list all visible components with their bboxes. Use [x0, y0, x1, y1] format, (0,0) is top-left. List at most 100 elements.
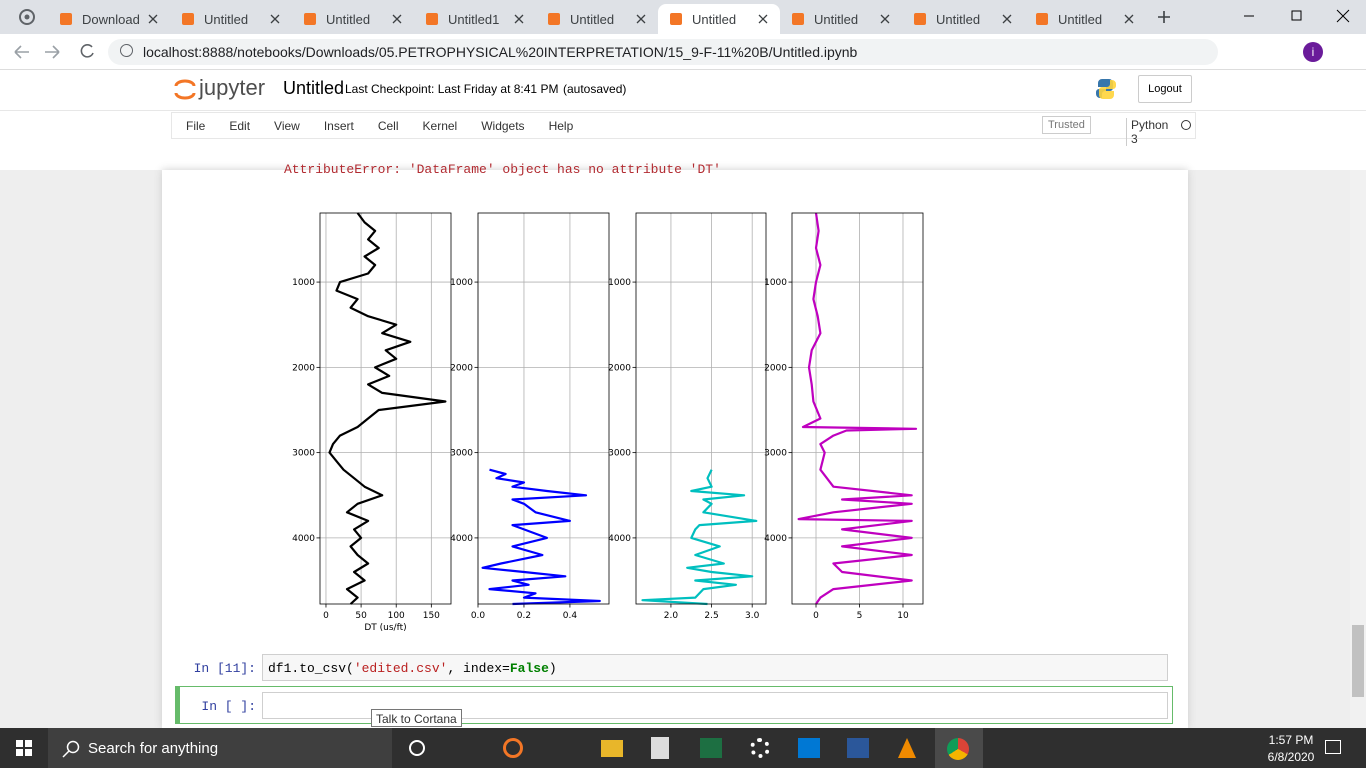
app-icon[interactable]: [700, 738, 722, 758]
tab-title: Untitled: [814, 12, 859, 27]
x-tick-label: 100: [388, 611, 405, 621]
logout-button[interactable]: Logout: [1138, 75, 1192, 103]
taskbar-apps: [405, 728, 1005, 768]
code-string: 'edited.csv': [353, 661, 448, 676]
tab-icon: [60, 13, 72, 25]
tab-close[interactable]: [758, 14, 768, 24]
x-tick-label: 0: [813, 611, 819, 621]
tab-close[interactable]: [636, 14, 646, 24]
chrome-app[interactable]: [947, 738, 969, 760]
tab[interactable]: Untitled: [658, 4, 780, 34]
x-tick-label: 0.2: [517, 611, 531, 621]
log-curve: [481, 468, 601, 606]
selected-cell[interactable]: [175, 686, 1173, 724]
menu-item[interactable]: Kernel: [422, 119, 458, 133]
info-icon: [120, 44, 133, 57]
y-tick-label: 1000: [292, 278, 315, 288]
app-icon[interactable]: [798, 738, 820, 758]
app-icon[interactable]: [601, 740, 623, 757]
menu-item[interactable]: File: [186, 119, 206, 133]
app-icon[interactable]: [750, 738, 770, 758]
x-tick-label: 0.4: [563, 611, 578, 621]
kernel-indicator: [1181, 120, 1191, 130]
kernel-name: Python 3: [1126, 118, 1171, 146]
tab-title: Untitled: [570, 12, 615, 27]
tab-close[interactable]: [1124, 14, 1134, 24]
notebook-name[interactable]: Untitled: [283, 78, 345, 98]
code-cell[interactable]: df1.to_csv('edited.csv', index=False): [262, 654, 1168, 681]
scroll-thumb[interactable]: [1352, 625, 1364, 697]
chrome-icon: [19, 9, 35, 25]
log-curve: [328, 212, 447, 605]
python-logo: [1096, 79, 1116, 99]
tab-icon: [914, 13, 926, 25]
x-tick-label: 50: [355, 611, 367, 621]
y-tick-label: 1000: [608, 278, 631, 288]
cortana[interactable]: [409, 740, 425, 756]
menu-item[interactable]: Edit: [229, 119, 251, 133]
tab[interactable]: Untitled: [170, 4, 292, 34]
tab[interactable]: Untitled: [292, 4, 414, 34]
x-tick-label: 3.0: [745, 611, 760, 621]
tab[interactable]: Untitled: [536, 4, 658, 34]
app-icon[interactable]: [847, 738, 869, 758]
tab[interactable]: Untitled1: [414, 4, 536, 34]
menu-item[interactable]: View: [274, 119, 300, 133]
tab-icon: [792, 13, 804, 25]
new-tab[interactable]: [1156, 9, 1172, 25]
tab[interactable]: Download: [48, 4, 170, 34]
jupyter-header: jupyter Untitled Last Checkpoint: Last F…: [0, 70, 1366, 236]
code: , index=: [447, 661, 510, 676]
window-controls[interactable]: [1240, 8, 1360, 24]
notifications[interactable]: [1325, 740, 1341, 754]
omnibox[interactable]: localhost:8888/notebooks/Downloads/05.PE…: [108, 39, 1218, 65]
search-box[interactable]: Search for anything: [48, 728, 392, 768]
tab-title: Download: [82, 12, 140, 27]
taskbar: Search for anything 1:57 PM 6/8/2020: [0, 728, 1366, 768]
plot-frame: [791, 212, 924, 605]
tab-title: Untitled: [204, 12, 249, 27]
tab-close[interactable]: [392, 14, 402, 24]
menu-item[interactable]: Insert: [323, 119, 354, 133]
tab-close[interactable]: [880, 14, 890, 24]
y-tick-label: 1000: [764, 278, 787, 288]
scrollbar[interactable]: [1350, 170, 1366, 728]
tab-title: Untitled1: [448, 12, 500, 27]
tab-title: Untitled: [326, 12, 371, 27]
tab-title: Untitled: [692, 12, 737, 27]
plot-frame: [477, 212, 610, 605]
tab[interactable]: Untitled: [902, 4, 1024, 34]
tab-close[interactable]: [148, 14, 158, 24]
app-icon[interactable]: [898, 738, 916, 758]
plot-frame: [319, 212, 452, 605]
tab-icon: [1036, 13, 1048, 25]
trusted[interactable]: Trusted: [1042, 116, 1091, 134]
start-button[interactable]: [16, 740, 32, 756]
app-icon[interactable]: [651, 737, 669, 759]
nav-buttons[interactable]: [12, 43, 102, 61]
tab[interactable]: Untitled: [780, 4, 902, 34]
x-axis-label: DT (us/ft): [364, 623, 406, 633]
app-icon[interactable]: [503, 738, 523, 758]
y-tick-label: 4000: [764, 534, 787, 544]
y-tick-label: 3000: [450, 449, 473, 459]
plot-background: [636, 213, 766, 604]
y-tick-label: 4000: [450, 534, 473, 544]
y-tick-label: 2000: [608, 363, 631, 373]
menu-item[interactable]: Widgets: [481, 119, 525, 133]
x-tick-label: 10: [897, 611, 909, 621]
checkpoint: Last Checkpoint: Last Friday at 8:41 PM: [345, 82, 559, 96]
tab-close[interactable]: [514, 14, 524, 24]
url: localhost:8888/notebooks/Downloads/05.PE…: [143, 44, 858, 60]
profile[interactable]: i: [1303, 42, 1323, 62]
jupyter-logo[interactable]: jupyter: [199, 75, 266, 100]
tab-close[interactable]: [270, 14, 280, 24]
log-curve: [797, 212, 918, 605]
tab-close[interactable]: [1002, 14, 1012, 24]
tab[interactable]: Untitled: [1024, 4, 1146, 34]
menu-item[interactable]: Cell: [377, 119, 399, 133]
tab-title: Untitled: [936, 12, 981, 27]
menu-item[interactable]: Help: [548, 119, 574, 133]
clock-time: 1:57 PM: [1268, 733, 1314, 747]
